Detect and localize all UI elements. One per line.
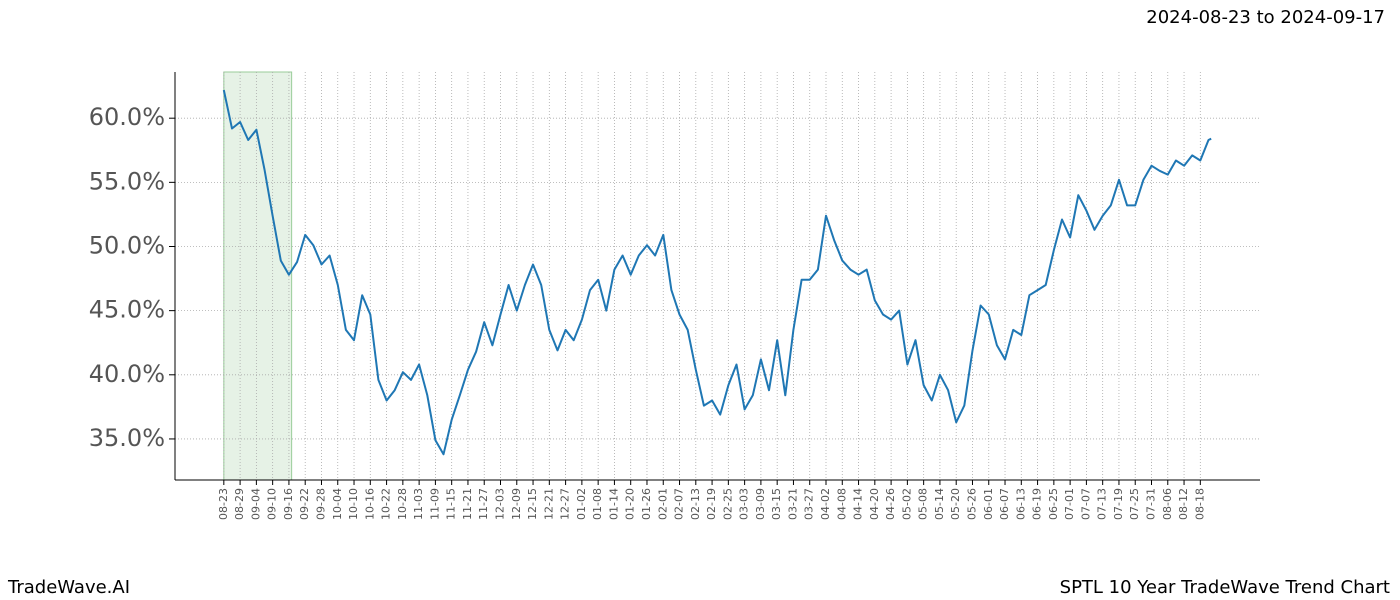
x-tick-label: 02-01 [656, 488, 669, 520]
x-tick-label: 05-14 [933, 488, 946, 520]
x-tick-label: 11-03 [412, 488, 425, 520]
y-tick-label: 35.0% [89, 424, 165, 452]
x-tick-label: 12-09 [510, 488, 523, 520]
line-series [222, 89, 1212, 456]
y-tick-label: 60.0% [89, 103, 165, 131]
x-tick-label: 01-26 [640, 488, 653, 520]
x-tick-label: 07-01 [1063, 488, 1076, 520]
x-tick-label: 12-21 [542, 488, 555, 520]
x-tick-label: 03-21 [786, 488, 799, 520]
x-tick-label: 04-26 [884, 488, 897, 520]
x-tick-label: 10-04 [331, 488, 344, 520]
x-tick-label: 10-16 [363, 488, 376, 520]
x-tick-label: 11-15 [445, 488, 458, 520]
x-tick-label: 10-22 [380, 488, 393, 520]
x-tick-label: 11-09 [428, 488, 441, 520]
x-tick-label: 05-20 [949, 488, 962, 520]
x-tick-label: 08-29 [233, 488, 246, 520]
x-tick-label: 02-19 [705, 488, 718, 520]
x-tick-label: 09-16 [282, 488, 295, 520]
x-tick-label: 08-23 [217, 488, 230, 520]
x-tick-label: 01-14 [607, 488, 620, 520]
brand: TradeWave.AI [7, 577, 130, 598]
x-tick-label: 06-19 [1031, 488, 1044, 520]
x-tick-label: 01-02 [575, 488, 588, 520]
x-tick-label: 09-10 [266, 488, 279, 520]
x-tick-label: 02-13 [689, 488, 702, 520]
x-tick-label: 09-22 [298, 488, 311, 520]
y-tick-label: 45.0% [89, 296, 165, 324]
x-tick-label: 11-27 [477, 488, 490, 520]
x-tick-label: 01-08 [591, 488, 604, 520]
x-tick-label: 07-13 [1096, 488, 1109, 520]
x-tick-label: 06-13 [1014, 488, 1027, 520]
x-tick-label: 07-25 [1128, 488, 1141, 520]
x-tick-label: 04-08 [835, 488, 848, 520]
x-tick-label: 12-03 [494, 488, 507, 520]
x-tick-label: 04-20 [868, 488, 881, 520]
x-tick-label: 03-09 [754, 488, 767, 520]
x-tick-label: 04-02 [819, 488, 832, 520]
y-tick-label: 40.0% [89, 360, 165, 388]
x-tick-label: 07-31 [1145, 488, 1158, 520]
x-tick-label: 09-28 [314, 488, 327, 520]
x-tick-label: 03-15 [770, 488, 783, 520]
x-tick-label: 05-08 [917, 488, 930, 520]
x-tick-label: 09-04 [249, 488, 262, 520]
x-tick-label: 06-01 [982, 488, 995, 520]
x-tick-label: 03-27 [803, 488, 816, 520]
x-tick-label: 04-14 [852, 488, 865, 520]
x-tick-label: 05-26 [965, 488, 978, 520]
x-tick-label: 08-06 [1161, 488, 1174, 520]
x-tick-label: 12-27 [559, 488, 572, 520]
x-tick-label: 02-07 [673, 488, 686, 520]
x-tick-label: 08-12 [1177, 488, 1190, 520]
x-tick-label: 01-20 [624, 488, 637, 520]
y-tick-label: 50.0% [89, 231, 165, 259]
x-tick-label: 07-07 [1079, 488, 1092, 520]
date-range: 2024-08-23 to 2024-09-17 [1146, 7, 1385, 28]
x-tick-label: 02-25 [721, 488, 734, 520]
x-tick-label: 06-25 [1047, 488, 1060, 520]
x-tick-label: 11-21 [461, 488, 474, 520]
x-tick-label: 03-03 [738, 488, 751, 520]
x-tick-label: 06-07 [998, 488, 1011, 520]
chart-title: SPTL 10 Year TradeWave Trend Chart [1060, 577, 1390, 598]
x-tick-label: 05-02 [900, 488, 913, 520]
x-tick-label: 10-10 [347, 488, 360, 520]
x-tick-label: 10-28 [396, 488, 409, 520]
x-tick-label: 07-19 [1112, 488, 1125, 520]
y-tick-label: 55.0% [89, 167, 165, 195]
x-tick-label: 12-15 [526, 488, 539, 520]
x-tick-label: 08-18 [1193, 488, 1206, 520]
